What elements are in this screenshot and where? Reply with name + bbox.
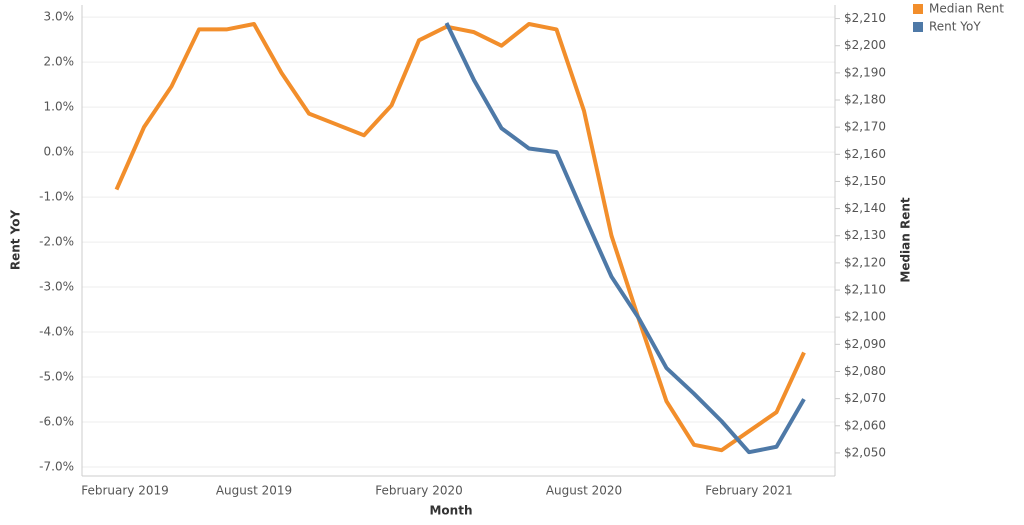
y-tick-label: 0.0% bbox=[44, 145, 75, 159]
y-tick-label: 2.0% bbox=[44, 55, 75, 69]
y2-tick-label: $2,050 bbox=[844, 445, 886, 459]
x-tick-label: February 2019 bbox=[81, 484, 169, 498]
legend-swatch bbox=[913, 22, 923, 32]
y2-tick-label: $2,170 bbox=[844, 120, 886, 134]
y2-tick-label: $2,190 bbox=[844, 65, 886, 79]
y-axis-title: Rent YoY bbox=[9, 210, 23, 271]
y2-tick-label: $2,210 bbox=[844, 11, 886, 25]
x-axis-title: Month bbox=[429, 504, 472, 518]
y-tick-label: -4.0% bbox=[39, 325, 74, 339]
y2-tick-label: $2,110 bbox=[844, 283, 886, 297]
y-tick-label: -1.0% bbox=[39, 190, 74, 204]
y2-tick-label: $2,100 bbox=[844, 310, 886, 324]
legend-label: Median Rent bbox=[929, 2, 1004, 16]
legend-label: Rent YoY bbox=[929, 20, 981, 34]
y2-tick-label: $2,180 bbox=[844, 93, 886, 107]
y2-tick-label: $2,070 bbox=[844, 391, 886, 405]
y2-tick-label: $2,090 bbox=[844, 337, 886, 351]
x-tick-label: August 2020 bbox=[546, 484, 622, 498]
y-tick-label: -6.0% bbox=[39, 415, 74, 429]
y2-tick-label: $2,120 bbox=[844, 255, 886, 269]
y2-tick-label: $2,200 bbox=[844, 38, 886, 52]
series-line bbox=[444, 22, 806, 455]
y2-tick-label: $2,060 bbox=[844, 418, 886, 432]
y2-tick-label: $2,150 bbox=[844, 174, 886, 188]
y2-tick-label: $2,130 bbox=[844, 228, 886, 242]
y-tick-label: -3.0% bbox=[39, 280, 74, 294]
series-line bbox=[114, 22, 806, 453]
y2-tick-label: $2,160 bbox=[844, 147, 886, 161]
x-tick-label: February 2021 bbox=[705, 484, 793, 498]
y-tick-label: -2.0% bbox=[39, 235, 74, 249]
x-tick-label: February 2020 bbox=[375, 484, 463, 498]
legend-swatch bbox=[913, 4, 923, 14]
x-tick-label: August 2019 bbox=[216, 484, 292, 498]
y2-axis-title: Median Rent bbox=[899, 197, 913, 283]
y2-tick-label: $2,140 bbox=[844, 201, 886, 215]
y-tick-label: -7.0% bbox=[39, 460, 74, 474]
y-tick-label: 1.0% bbox=[44, 100, 75, 114]
y2-tick-label: $2,080 bbox=[844, 364, 886, 378]
y-tick-label: 3.0% bbox=[44, 10, 75, 24]
y-tick-label: -5.0% bbox=[39, 370, 74, 384]
